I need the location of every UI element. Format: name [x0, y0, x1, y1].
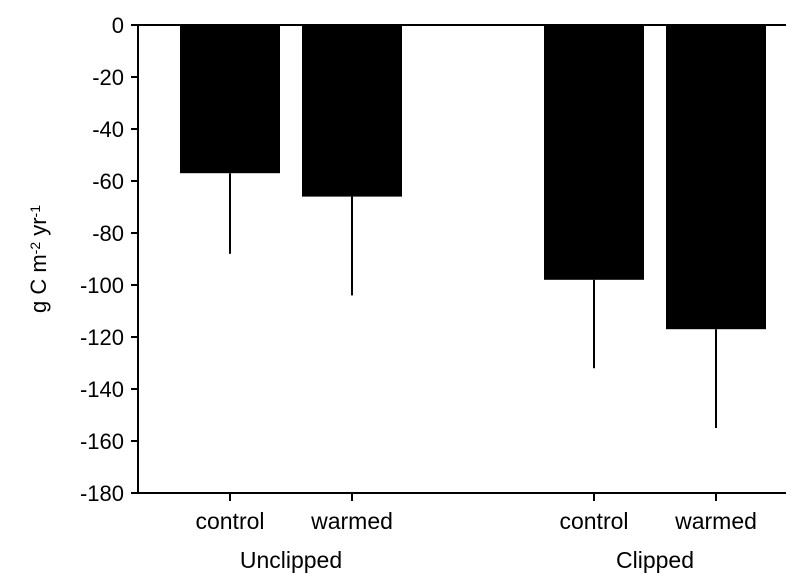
- y-tick-label: -40: [92, 117, 124, 142]
- y-tick-label: -180: [80, 481, 124, 506]
- bar-clipped-control: [544, 25, 644, 280]
- y-tick-label: -160: [80, 429, 124, 454]
- labels-layer: control warmed Unclipped control warmed Clipp…: [26, 13, 757, 573]
- bar-unclipped-warmed: [302, 25, 402, 197]
- category-label-unclipped-warmed: warmed: [310, 508, 393, 534]
- y-tick-label: -100: [80, 273, 124, 298]
- category-label-unclipped-control: control: [195, 508, 264, 534]
- axes-layer: [131, 24, 786, 501]
- group-label-clipped: Clipped: [616, 547, 694, 573]
- y-tick-label: -60: [92, 169, 124, 194]
- y-tick-label: -80: [92, 221, 124, 246]
- group-label-unclipped: Unclipped: [240, 547, 342, 573]
- bar-clipped-warmed: [666, 25, 766, 330]
- y-tick-label: -140: [80, 377, 124, 402]
- y-tick-label: 0: [112, 13, 124, 38]
- y-axis-label: g C m-2 yr-1: [26, 205, 51, 313]
- category-label-clipped-warmed: warmed: [674, 508, 757, 534]
- bars-layer: [180, 25, 766, 330]
- category-label-clipped-control: control: [559, 508, 628, 534]
- error-bars-layer: [229, 173, 717, 428]
- y-tick-label: -20: [92, 65, 124, 90]
- bar-unclipped-control: [180, 25, 280, 174]
- y-tick-label: -120: [80, 325, 124, 350]
